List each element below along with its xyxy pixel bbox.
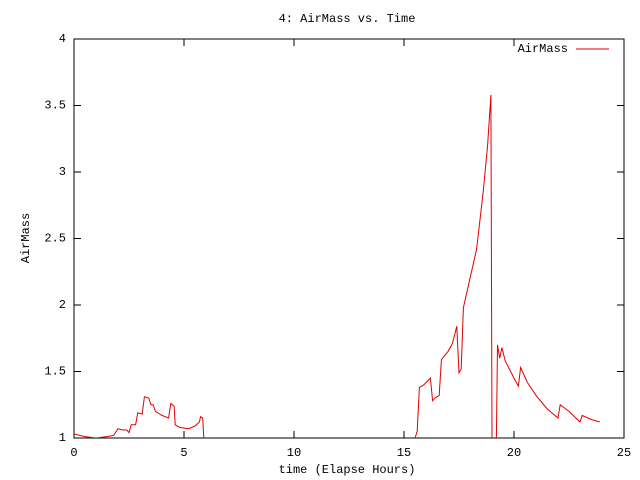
y-tick-label: 1 [59,431,66,445]
x-tick-label: 5 [180,446,187,460]
y-tick-label: 3.5 [44,99,66,113]
plot-border [73,38,625,439]
legend-label: AirMass [518,42,568,56]
chart-title: 4: AirMass vs. Time [279,12,416,26]
y-tick-label: 1.5 [44,365,66,379]
x-tick-label: 20 [507,446,521,460]
y-tick-label: 2.5 [44,232,66,246]
x-tick-label: 10 [287,446,301,460]
y-tick-label: 2 [59,298,66,312]
y-axis-label: AirMass [19,213,33,263]
x-tick-label: 0 [70,446,77,460]
y-tick-label: 3 [59,165,66,179]
x-tick-label: 15 [397,446,411,460]
x-tick-label: 25 [617,446,631,460]
y-tick-label: 4 [59,32,66,46]
x-axis-label: time (Elapse Hours) [279,463,416,477]
data-line [74,94,600,438]
